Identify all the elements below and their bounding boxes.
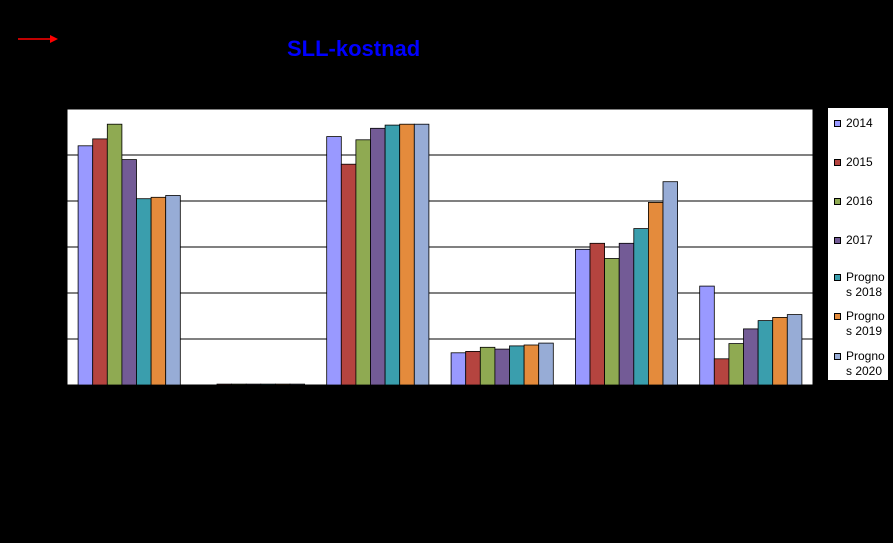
bar	[289, 383, 306, 386]
bar	[370, 127, 386, 386]
bar	[772, 316, 788, 386]
legend-label: 2014	[846, 116, 873, 130]
legend: 2014 2015 2016 2017 Progno s 2018 Progno…	[827, 107, 889, 381]
bar	[538, 342, 554, 386]
legend-swatch	[834, 237, 841, 244]
bar	[384, 124, 401, 386]
bar	[713, 358, 730, 386]
bar	[589, 242, 606, 386]
bar	[648, 201, 664, 386]
bar	[413, 123, 430, 386]
legend-label: 2017	[846, 233, 873, 247]
legend-label-line2: s 2018	[846, 285, 883, 299]
bar	[618, 242, 635, 386]
bar	[479, 346, 496, 386]
legend-swatch	[834, 120, 841, 127]
bar	[274, 383, 291, 386]
bar	[340, 163, 357, 386]
legend-swatch	[834, 198, 841, 205]
bar	[121, 159, 137, 386]
bar	[231, 383, 247, 386]
bar	[136, 198, 152, 386]
bar	[260, 383, 276, 386]
bar	[786, 314, 803, 386]
bar	[92, 138, 108, 386]
legend-swatch	[834, 353, 841, 360]
bar	[465, 350, 481, 386]
legend-swatch	[834, 159, 841, 166]
bar	[216, 383, 233, 386]
bar	[399, 123, 415, 386]
bar	[604, 258, 620, 386]
legend-label: Progno	[846, 309, 885, 323]
legend-label-line2: s 2020	[846, 364, 883, 378]
legend-label: Progno	[846, 349, 885, 363]
legend-label: Progno	[846, 270, 885, 284]
bars	[77, 123, 803, 386]
legend-swatch	[834, 274, 841, 281]
chart-title: SLL-kostnad	[287, 36, 421, 61]
bar	[326, 136, 342, 386]
arrow-right-icon	[18, 35, 58, 43]
bar	[523, 344, 540, 386]
bar	[355, 139, 371, 386]
bar	[106, 123, 123, 386]
bar	[150, 196, 167, 386]
bar	[633, 228, 649, 386]
bar	[662, 181, 679, 386]
bar	[165, 195, 181, 386]
bar	[509, 345, 525, 386]
gridlines	[67, 154, 813, 340]
legend-swatch	[834, 313, 841, 320]
bar	[757, 320, 774, 386]
legend-label: 2015	[846, 155, 873, 169]
bar	[699, 285, 715, 386]
legend-label-line2: s 2019	[846, 324, 883, 338]
bar	[575, 248, 591, 386]
bar	[743, 328, 759, 386]
bar	[450, 352, 467, 386]
bar	[77, 145, 94, 386]
bar	[245, 383, 262, 386]
legend-label: 2016	[846, 194, 873, 208]
bar	[728, 343, 744, 386]
bar	[494, 348, 510, 386]
bar	[201, 384, 218, 386]
